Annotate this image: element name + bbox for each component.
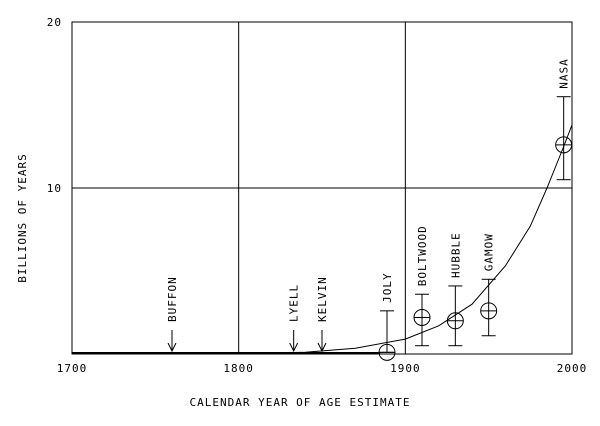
point-joly: JOLY xyxy=(378,272,396,361)
x-tick-labels: 1700 1800 1900 2000 xyxy=(57,362,588,375)
y-tick-labels: 10 20 xyxy=(47,16,62,195)
point-label: BOLTWOOD xyxy=(416,225,429,286)
x-tick-label: 2000 xyxy=(557,362,588,375)
marker-arrow-head xyxy=(289,342,299,353)
data-points: JOLY BOLTWOOD HUBBLE GAMOW NASA xyxy=(378,58,573,361)
marker-label: USSHER xyxy=(0,276,2,322)
point-label: GAMOW xyxy=(483,233,496,271)
marker-buffon: BUFFON xyxy=(166,276,179,353)
point-boltwood: BOLTWOOD xyxy=(413,225,431,347)
marker-label: LYELL xyxy=(288,284,301,322)
x-tick-label: 1800 xyxy=(223,362,254,375)
marker-arrow-head xyxy=(167,342,177,353)
y-tick-label: 20 xyxy=(47,16,62,29)
x-tick-label: 1900 xyxy=(390,362,421,375)
trend-curve xyxy=(72,124,573,355)
arrow-markers: USSHER BUFFON LYELL KELVIN xyxy=(0,276,329,353)
marker-label: KELVIN xyxy=(316,276,329,322)
point-hubble: HUBBLE xyxy=(446,232,464,347)
marker-label: BUFFON xyxy=(166,276,179,322)
y-tick-label: 10 xyxy=(47,182,62,195)
marker-lyell: LYELL xyxy=(288,284,301,353)
point-label: NASA xyxy=(558,58,571,89)
x-axis-label: CALENDAR YEAR OF AGE ESTIMATE xyxy=(189,396,410,409)
point-nasa: NASA xyxy=(555,58,573,181)
marker-arrow-head xyxy=(317,342,327,353)
point-label: JOLY xyxy=(381,272,394,303)
grid-lines xyxy=(72,22,572,354)
point-gamow: GAMOW xyxy=(480,233,498,337)
marker-kelvin: KELVIN xyxy=(316,276,329,353)
x-tick-label: 1700 xyxy=(57,362,88,375)
y-axis-label: BILLIONS OF YEARS xyxy=(16,153,29,283)
marker-ussher: USSHER xyxy=(0,276,2,322)
point-label: HUBBLE xyxy=(449,232,462,278)
